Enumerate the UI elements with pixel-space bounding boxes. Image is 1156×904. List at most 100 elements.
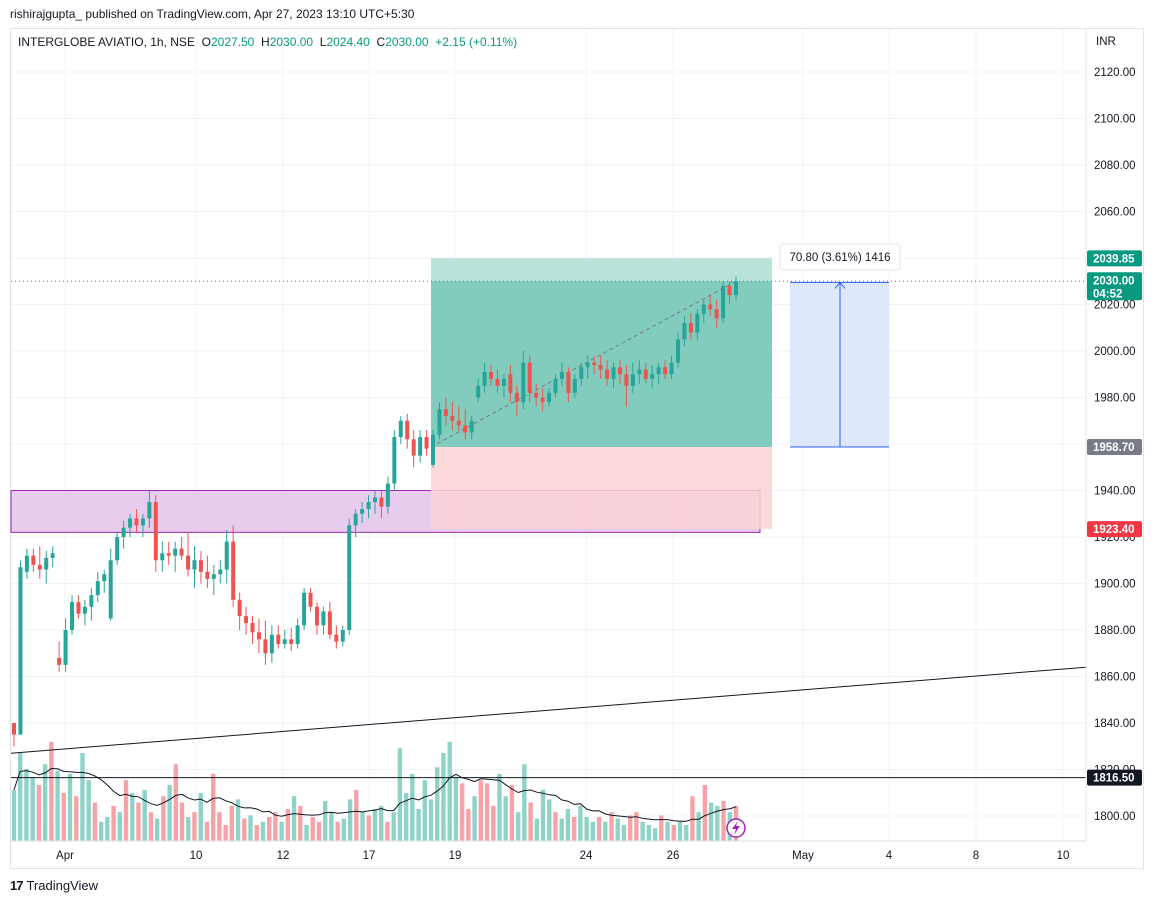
candle-body bbox=[482, 371, 487, 386]
candle bbox=[231, 525, 236, 607]
volume-bar bbox=[646, 825, 652, 841]
candle bbox=[637, 360, 642, 384]
candle bbox=[115, 532, 120, 565]
candle bbox=[630, 362, 635, 393]
price-tick-label: 1800.00 bbox=[1094, 811, 1136, 823]
candle-body bbox=[669, 362, 674, 375]
candle bbox=[521, 351, 526, 410]
chart-frame bbox=[10, 28, 1144, 869]
time-tick-label: 24 bbox=[580, 850, 593, 862]
candle-body bbox=[721, 285, 726, 319]
brand-name: TradingView bbox=[26, 878, 99, 893]
target-zone-remaining bbox=[431, 258, 772, 282]
volume-bar bbox=[86, 780, 91, 841]
volume-bar bbox=[49, 741, 54, 841]
close-label: C bbox=[376, 35, 386, 49]
volume-bar bbox=[702, 785, 708, 841]
volume-bar bbox=[217, 812, 222, 841]
candle bbox=[276, 625, 281, 649]
volume-bar bbox=[347, 799, 353, 841]
candle bbox=[289, 627, 294, 651]
candle bbox=[688, 313, 693, 340]
candle-body bbox=[437, 409, 442, 435]
candle-body bbox=[734, 281, 738, 296]
candle-body bbox=[211, 574, 216, 579]
footer-brand[interactable]: 17 TradingView bbox=[10, 878, 98, 893]
candle bbox=[76, 595, 81, 619]
candle bbox=[385, 476, 390, 514]
candle bbox=[321, 606, 326, 635]
volume-bar bbox=[242, 818, 247, 841]
candle-body bbox=[366, 502, 371, 510]
candle bbox=[256, 618, 261, 654]
candle bbox=[605, 360, 610, 386]
candle bbox=[308, 588, 313, 612]
volume-bar bbox=[167, 785, 172, 841]
volume-bar bbox=[291, 796, 297, 841]
candle bbox=[63, 618, 68, 672]
time-tick-label: 17 bbox=[363, 850, 376, 862]
candle bbox=[205, 555, 210, 589]
volume-bar bbox=[397, 748, 403, 841]
currency-label: INR bbox=[1096, 36, 1116, 48]
price-tick-label: 1860.00 bbox=[1094, 672, 1136, 684]
volume-bar bbox=[173, 764, 179, 841]
volume-bar bbox=[341, 818, 347, 841]
volume-bar bbox=[684, 825, 689, 841]
volume-bar bbox=[223, 825, 228, 841]
candle-body bbox=[353, 513, 358, 526]
volume-bar bbox=[652, 828, 658, 841]
candle bbox=[727, 281, 732, 305]
volume-bar bbox=[571, 817, 577, 841]
candle bbox=[708, 295, 713, 317]
candle-body bbox=[424, 437, 429, 449]
candle-body bbox=[373, 497, 377, 503]
price-tag bbox=[1087, 272, 1142, 301]
candle-body bbox=[501, 378, 506, 386]
candlesticks bbox=[12, 276, 738, 747]
candle-body bbox=[385, 483, 390, 507]
volume-bar bbox=[372, 809, 378, 841]
candle bbox=[186, 532, 191, 577]
price-tag bbox=[1087, 769, 1142, 786]
candle bbox=[450, 402, 455, 431]
volume-bar bbox=[30, 777, 35, 841]
candle-body bbox=[205, 571, 210, 579]
candle bbox=[675, 332, 680, 368]
candle-body bbox=[102, 574, 107, 582]
trend-line bbox=[10, 666, 1087, 754]
candle-body bbox=[108, 560, 113, 619]
volume-bar bbox=[335, 821, 340, 841]
candle-body bbox=[166, 553, 171, 556]
candle bbox=[360, 502, 365, 524]
candle bbox=[134, 509, 139, 533]
volume-bar bbox=[634, 812, 639, 841]
price-tag-label: 2030.00 bbox=[1093, 275, 1135, 287]
volume-bar bbox=[360, 812, 365, 841]
candle bbox=[70, 595, 75, 635]
candle-body bbox=[682, 323, 687, 340]
candle-body bbox=[572, 378, 577, 393]
volume-bar bbox=[316, 821, 322, 841]
candle bbox=[469, 416, 474, 440]
candle bbox=[456, 406, 461, 433]
candle bbox=[592, 355, 597, 375]
candle-body bbox=[218, 569, 223, 575]
price-tick-label: 2080.00 bbox=[1094, 160, 1136, 172]
candle bbox=[12, 723, 16, 747]
candle-body bbox=[508, 374, 513, 393]
candle bbox=[514, 385, 519, 417]
candle-body bbox=[585, 362, 590, 368]
candle-body bbox=[624, 374, 629, 386]
volume-bar bbox=[148, 812, 154, 841]
time-tick-label: Apr bbox=[56, 850, 74, 862]
candle-body bbox=[540, 397, 545, 403]
candle-body bbox=[650, 374, 655, 379]
candle bbox=[669, 355, 674, 379]
candle bbox=[211, 564, 216, 596]
candle bbox=[147, 490, 152, 528]
volume-bar bbox=[142, 789, 147, 841]
candle-body bbox=[489, 371, 494, 379]
time-tick-label: 26 bbox=[667, 850, 680, 862]
